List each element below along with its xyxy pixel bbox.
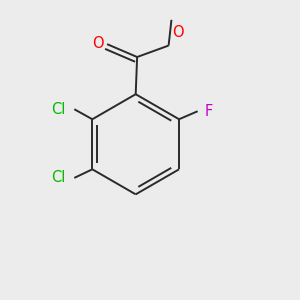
Text: Cl: Cl bbox=[51, 170, 65, 185]
Text: F: F bbox=[205, 104, 213, 119]
Text: O: O bbox=[92, 36, 104, 51]
Text: O: O bbox=[172, 26, 184, 40]
Text: Cl: Cl bbox=[51, 102, 65, 117]
